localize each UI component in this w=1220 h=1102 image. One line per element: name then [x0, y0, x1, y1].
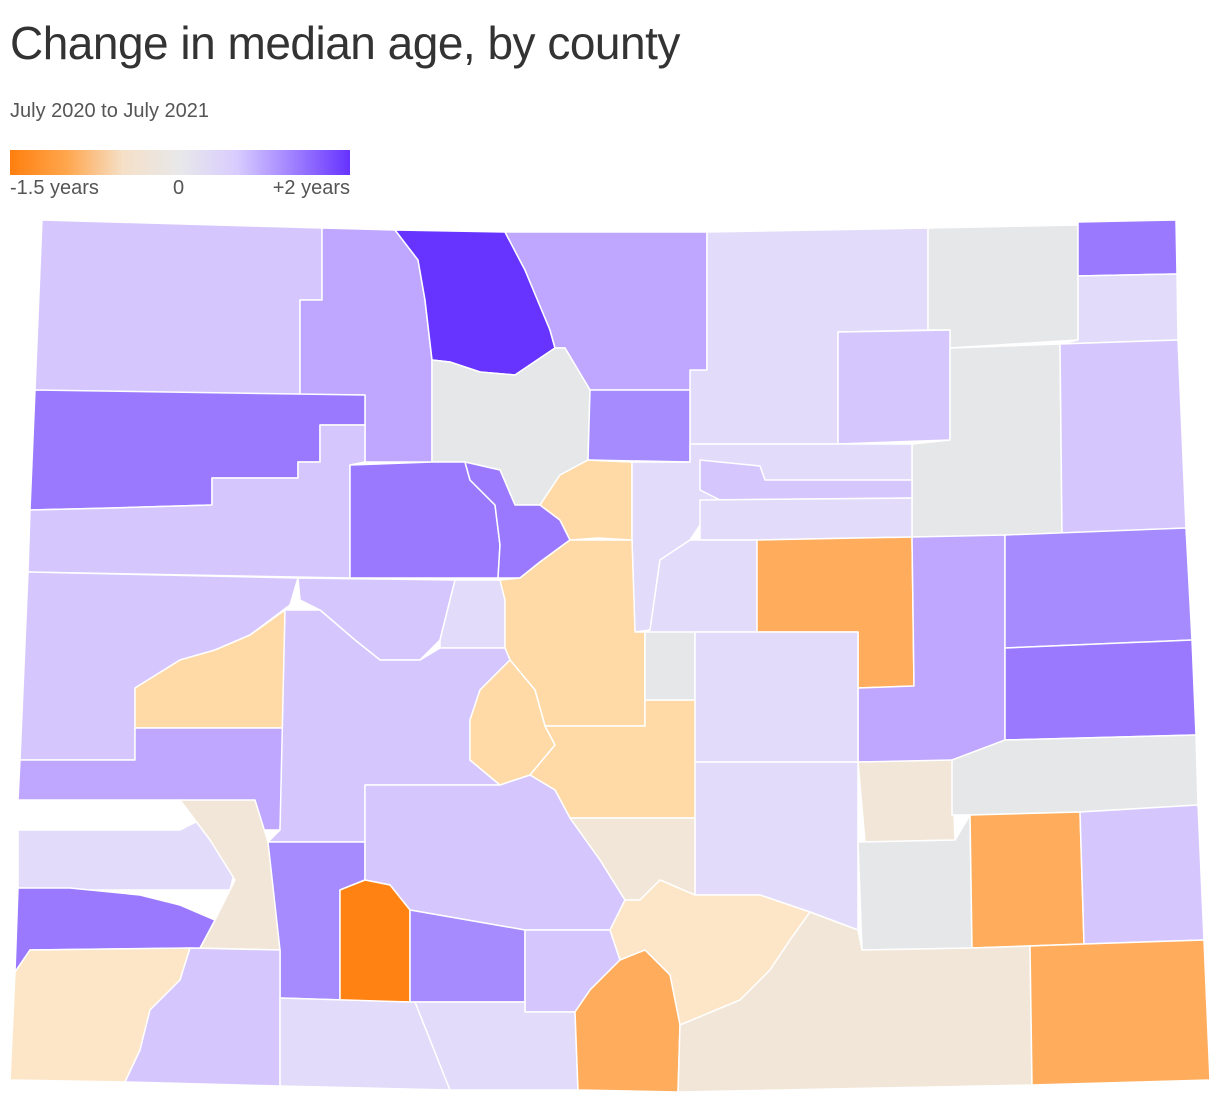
- county-kit-carson-east[interactable]: [1004, 527, 1193, 649]
- county-bent[interactable]: [969, 811, 1085, 949]
- county-yuma[interactable]: [1059, 339, 1187, 536]
- legend-max-label: +2 years: [272, 177, 350, 199]
- county-teller-el-paso[interactable]: [644, 631, 696, 701]
- legend-min-label: -1.5 years: [10, 177, 99, 199]
- county-crowley[interactable]: [857, 759, 956, 843]
- county-phillips[interactable]: [1059, 273, 1179, 345]
- county-arapahoe[interactable]: [699, 497, 913, 541]
- color-legend: -1.5 years 0 +2 years: [10, 150, 350, 205]
- county-morgan[interactable]: [837, 329, 951, 445]
- subtitle: July 2020 to July 2021: [10, 100, 210, 122]
- county-sedgwick[interactable]: [1077, 219, 1178, 277]
- county-el-paso[interactable]: [694, 631, 859, 763]
- page-title: Change in median age, by county: [10, 17, 680, 69]
- county-prowers[interactable]: [1079, 804, 1205, 945]
- county-kiowa[interactable]: [951, 734, 1199, 816]
- county-baca[interactable]: [1029, 939, 1211, 1086]
- legend-mid-label: 0: [173, 177, 185, 199]
- legend-labels: -1.5 years 0 +2 years: [10, 177, 350, 205]
- county-las-animas[interactable]: [677, 911, 1033, 1093]
- county-cheyenne[interactable]: [1004, 639, 1197, 741]
- legend-gradient-bar: [10, 150, 350, 175]
- county-boulder[interactable]: [587, 389, 691, 463]
- county-adams-east[interactable]: [699, 459, 913, 501]
- county-la-plata[interactable]: [124, 947, 281, 1087]
- county-mineral[interactable]: [339, 879, 411, 1003]
- colorado-county-map: [9, 219, 1211, 1093]
